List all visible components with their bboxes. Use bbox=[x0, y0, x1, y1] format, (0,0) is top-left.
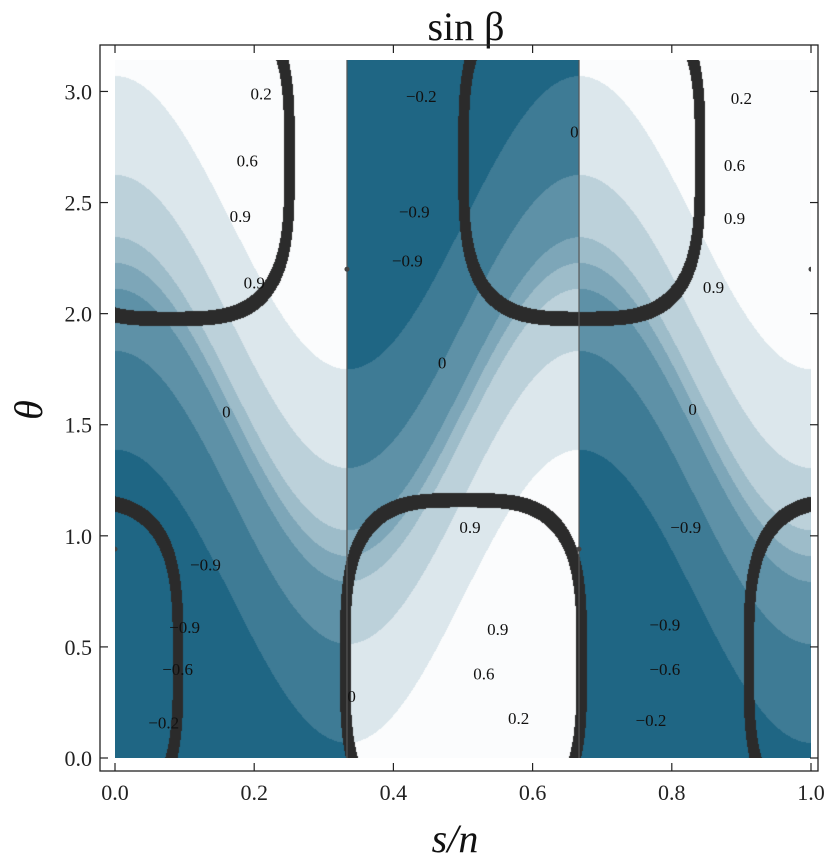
x-axis-label: s/n bbox=[432, 816, 479, 861]
contour-label-22: 0.9 bbox=[724, 209, 745, 228]
y-tick-label-5: 2.0 bbox=[65, 302, 93, 327]
contour-label-21: 0.6 bbox=[724, 156, 745, 175]
singular-point-3 bbox=[576, 546, 582, 552]
y-axis-label: θ bbox=[6, 400, 51, 420]
contour-label-8: −0.6 bbox=[162, 660, 193, 679]
contour-label-20: 0.2 bbox=[731, 89, 752, 108]
contour-label-10: −0.2 bbox=[406, 87, 437, 106]
contour-label-19: 0 bbox=[570, 122, 579, 141]
y-tick-label-2: 0.5 bbox=[65, 635, 93, 660]
contour-label-14: 0.9 bbox=[459, 518, 480, 537]
x-tick-label-2: 0.2 bbox=[240, 780, 268, 805]
contour-field bbox=[115, 60, 811, 758]
chart-title: sin β bbox=[427, 4, 504, 49]
contour-label-15: 0.9 bbox=[487, 620, 508, 639]
contour-label-18: 0 bbox=[347, 687, 356, 706]
contour-label-5: 0 bbox=[222, 402, 231, 421]
y-tick-label-6: 2.5 bbox=[65, 191, 93, 216]
contour-label-24: 0 bbox=[688, 400, 697, 419]
y-tick-label-4: 1.5 bbox=[65, 413, 93, 438]
tick-layer: 0.0 0.2 0.4 0.6 0.8 1.0 0.0 0.5 1.0 1.5 2.0 2.5 3.0 bbox=[65, 45, 825, 805]
contour-label-12: −0.9 bbox=[392, 251, 423, 270]
contour-label-28: −0.2 bbox=[635, 711, 666, 730]
contour-label-layer: 0.2 0.6 0.9 0.9 0 −0.9 −0.9 −0.6 −0.2 −0.2 −0.9 −0.… bbox=[148, 85, 752, 733]
contour-label-25: −0.9 bbox=[670, 518, 701, 537]
contour-label-6: −0.9 bbox=[190, 556, 221, 575]
plot-area bbox=[115, 60, 811, 758]
contour-label-11: −0.9 bbox=[399, 202, 430, 221]
contour-label-13: 0 bbox=[438, 354, 447, 373]
contour-label-1: 0.2 bbox=[251, 85, 272, 104]
contour-label-26: −0.9 bbox=[649, 616, 680, 635]
y-tick-label-7: 3.0 bbox=[65, 79, 93, 104]
y-tick-label-1: 0.0 bbox=[65, 746, 93, 771]
plot-frame bbox=[99, 44, 819, 772]
y-tick-label-3: 1.0 bbox=[65, 524, 93, 549]
contour-label-27: −0.6 bbox=[649, 660, 680, 679]
x-tick-label-3: 0.4 bbox=[380, 780, 408, 805]
contour-label-9: −0.2 bbox=[148, 713, 179, 732]
x-tick-label-4: 0.6 bbox=[519, 780, 547, 805]
x-tick-label-5: 0.8 bbox=[658, 780, 686, 805]
contour-label-7: −0.9 bbox=[169, 618, 200, 637]
singular-point-1 bbox=[115, 546, 118, 552]
contour-label-17: 0.2 bbox=[508, 709, 529, 728]
x-tick-label-1: 0.0 bbox=[101, 780, 129, 805]
contour-label-3: 0.9 bbox=[230, 207, 251, 226]
singular-point-2 bbox=[344, 266, 350, 272]
contour-label-16: 0.6 bbox=[473, 665, 494, 684]
contour-label-4: 0.9 bbox=[244, 274, 265, 293]
contour-label-23: 0.9 bbox=[703, 278, 724, 297]
x-tick-label-6: 1.0 bbox=[797, 780, 825, 805]
contour-label-2: 0.6 bbox=[237, 151, 258, 170]
singular-point-4 bbox=[808, 266, 811, 272]
